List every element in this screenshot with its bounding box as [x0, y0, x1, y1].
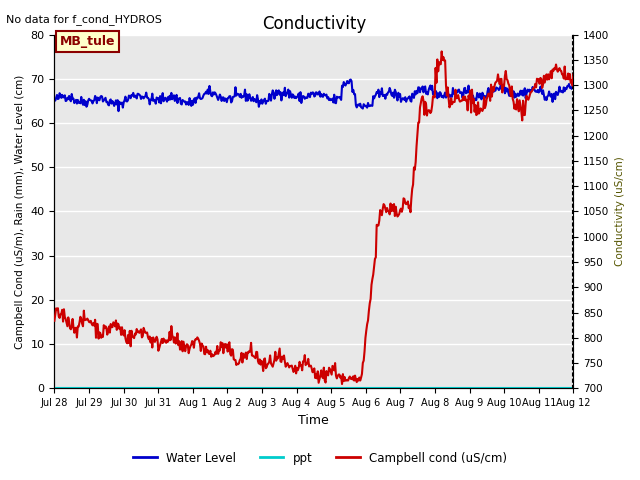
Legend: Water Level, ppt, Campbell cond (uS/cm): Water Level, ppt, Campbell cond (uS/cm) — [128, 447, 512, 469]
Y-axis label: Conductivity (uS/cm): Conductivity (uS/cm) — [615, 156, 625, 266]
Title: Conductivity: Conductivity — [262, 15, 366, 33]
X-axis label: Time: Time — [298, 414, 329, 427]
Y-axis label: Campbell Cond (uS/m), Rain (mm), Water Level (cm): Campbell Cond (uS/m), Rain (mm), Water L… — [15, 74, 25, 348]
Text: No data for f_cond_HYDROS: No data for f_cond_HYDROS — [6, 14, 163, 25]
Text: MB_tule: MB_tule — [60, 35, 115, 48]
